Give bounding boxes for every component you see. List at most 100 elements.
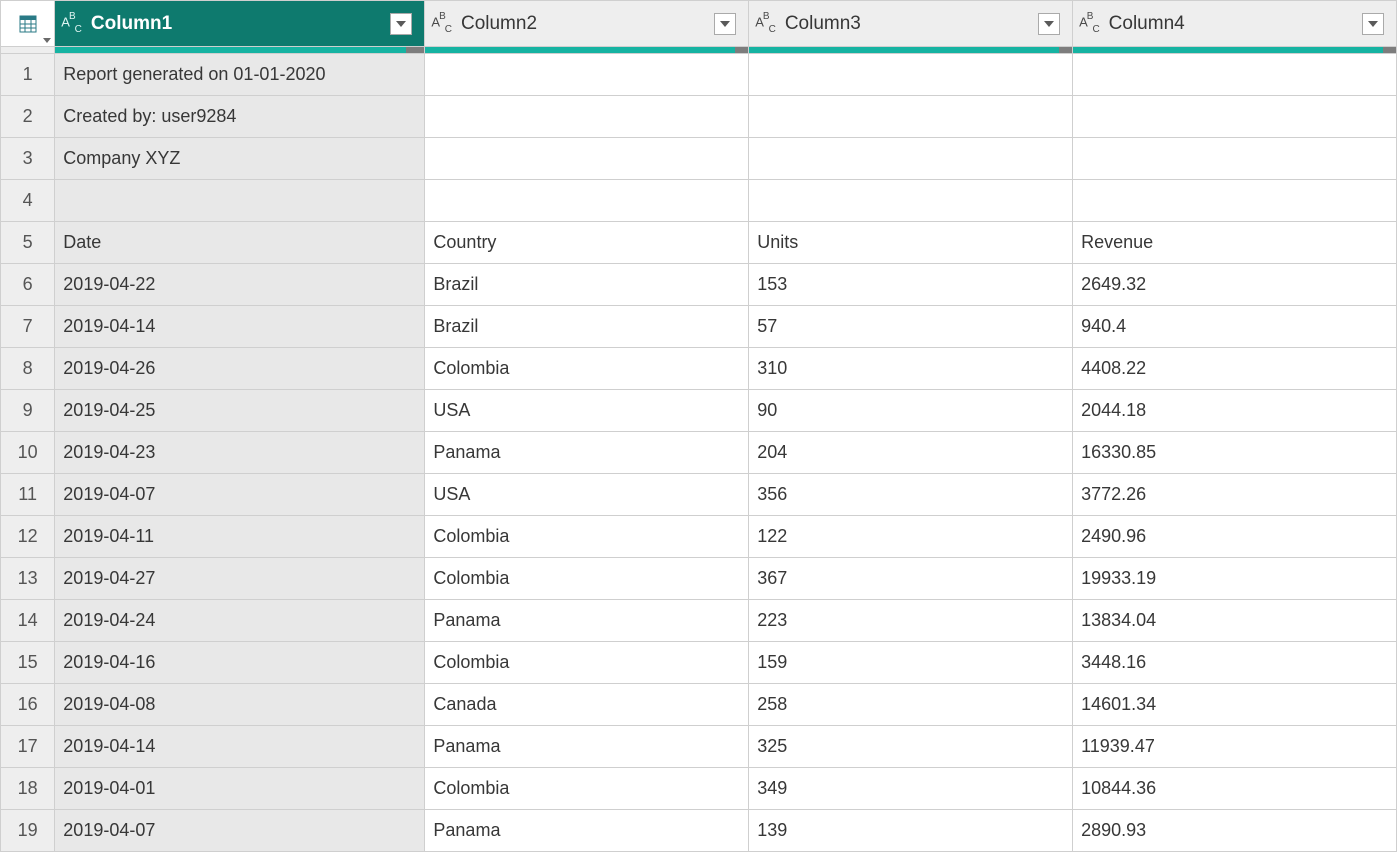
cell[interactable]: 356 <box>749 474 1073 516</box>
cell[interactable]: 2019-04-14 <box>55 726 425 768</box>
row-number[interactable]: 16 <box>1 684 55 726</box>
row-number[interactable]: 15 <box>1 642 55 684</box>
table-row[interactable]: 92019-04-25USA902044.18 <box>1 390 1397 432</box>
cell[interactable]: Revenue <box>1073 222 1397 264</box>
table-row[interactable]: 4 <box>1 180 1397 222</box>
cell[interactable]: 258 <box>749 684 1073 726</box>
cell[interactable]: 325 <box>749 726 1073 768</box>
table-row[interactable]: 102019-04-23Panama20416330.85 <box>1 432 1397 474</box>
cell[interactable]: Colombia <box>425 348 749 390</box>
cell[interactable]: Colombia <box>425 768 749 810</box>
cell[interactable] <box>749 138 1073 180</box>
cell[interactable] <box>1073 180 1397 222</box>
row-number[interactable]: 9 <box>1 390 55 432</box>
cell[interactable]: 2890.93 <box>1073 810 1397 852</box>
cell[interactable]: Canada <box>425 684 749 726</box>
row-number[interactable]: 18 <box>1 768 55 810</box>
table-row[interactable]: 192019-04-07Panama1392890.93 <box>1 810 1397 852</box>
cell[interactable]: 153 <box>749 264 1073 306</box>
table-row[interactable]: 3Company XYZ <box>1 138 1397 180</box>
cell[interactable]: Report generated on 01-01-2020 <box>55 54 425 96</box>
row-number[interactable]: 8 <box>1 348 55 390</box>
column-filter-button[interactable] <box>390 13 412 35</box>
cell[interactable]: Brazil <box>425 306 749 348</box>
cell[interactable]: Colombia <box>425 516 749 558</box>
cell[interactable]: Colombia <box>425 642 749 684</box>
cell[interactable]: Country <box>425 222 749 264</box>
cell[interactable]: 2019-04-14 <box>55 306 425 348</box>
cell[interactable] <box>1073 138 1397 180</box>
cell[interactable]: 2019-04-07 <box>55 474 425 516</box>
column-filter-button[interactable] <box>1038 13 1060 35</box>
table-row[interactable]: 152019-04-16Colombia1593448.16 <box>1 642 1397 684</box>
cell[interactable]: 2019-04-08 <box>55 684 425 726</box>
cell[interactable]: 57 <box>749 306 1073 348</box>
row-number[interactable]: 13 <box>1 558 55 600</box>
table-row[interactable]: 1Report generated on 01-01-2020 <box>1 54 1397 96</box>
row-number[interactable]: 3 <box>1 138 55 180</box>
cell[interactable]: 3448.16 <box>1073 642 1397 684</box>
cell[interactable]: 4408.22 <box>1073 348 1397 390</box>
column-header-column3[interactable]: ABC Column3 <box>749 1 1073 47</box>
cell[interactable] <box>55 180 425 222</box>
table-row[interactable]: 172019-04-14Panama32511939.47 <box>1 726 1397 768</box>
column-filter-button[interactable] <box>1362 13 1384 35</box>
table-row[interactable]: 2Created by: user9284 <box>1 96 1397 138</box>
row-number[interactable]: 17 <box>1 726 55 768</box>
cell[interactable]: 2019-04-23 <box>55 432 425 474</box>
cell[interactable] <box>1073 54 1397 96</box>
cell[interactable] <box>749 54 1073 96</box>
column-filter-button[interactable] <box>714 13 736 35</box>
cell[interactable]: 940.4 <box>1073 306 1397 348</box>
cell[interactable]: 2044.18 <box>1073 390 1397 432</box>
cell[interactable]: 2019-04-11 <box>55 516 425 558</box>
cell[interactable]: Colombia <box>425 558 749 600</box>
cell[interactable]: 2019-04-25 <box>55 390 425 432</box>
cell[interactable]: 367 <box>749 558 1073 600</box>
cell[interactable]: 11939.47 <box>1073 726 1397 768</box>
cell[interactable]: Panama <box>425 810 749 852</box>
cell[interactable]: Panama <box>425 432 749 474</box>
cell[interactable]: USA <box>425 390 749 432</box>
select-all-corner[interactable] <box>1 1 55 47</box>
cell[interactable] <box>749 96 1073 138</box>
cell[interactable]: 2019-04-07 <box>55 810 425 852</box>
cell[interactable]: 310 <box>749 348 1073 390</box>
cell[interactable]: Panama <box>425 726 749 768</box>
cell[interactable]: 2019-04-01 <box>55 768 425 810</box>
cell[interactable]: Date <box>55 222 425 264</box>
cell[interactable]: USA <box>425 474 749 516</box>
cell[interactable]: 14601.34 <box>1073 684 1397 726</box>
row-number[interactable]: 12 <box>1 516 55 558</box>
cell[interactable]: 2490.96 <box>1073 516 1397 558</box>
cell[interactable] <box>425 54 749 96</box>
row-number[interactable]: 19 <box>1 810 55 852</box>
table-row[interactable]: 162019-04-08Canada25814601.34 <box>1 684 1397 726</box>
cell[interactable]: Units <box>749 222 1073 264</box>
table-row[interactable]: 72019-04-14Brazil57940.4 <box>1 306 1397 348</box>
cell[interactable]: 19933.19 <box>1073 558 1397 600</box>
cell[interactable] <box>1073 96 1397 138</box>
cell[interactable]: 2019-04-26 <box>55 348 425 390</box>
row-number[interactable]: 6 <box>1 264 55 306</box>
table-row[interactable]: 82019-04-26Colombia3104408.22 <box>1 348 1397 390</box>
cell[interactable]: 159 <box>749 642 1073 684</box>
table-row[interactable]: 112019-04-07USA3563772.26 <box>1 474 1397 516</box>
column-header-column4[interactable]: ABC Column4 <box>1073 1 1397 47</box>
cell[interactable]: 223 <box>749 600 1073 642</box>
cell[interactable]: Panama <box>425 600 749 642</box>
cell[interactable]: 13834.04 <box>1073 600 1397 642</box>
table-row[interactable]: 132019-04-27Colombia36719933.19 <box>1 558 1397 600</box>
row-number[interactable]: 7 <box>1 306 55 348</box>
cell[interactable]: 90 <box>749 390 1073 432</box>
row-number[interactable]: 2 <box>1 96 55 138</box>
table-row[interactable]: 122019-04-11Colombia1222490.96 <box>1 516 1397 558</box>
cell[interactable] <box>425 138 749 180</box>
cell[interactable]: 2019-04-22 <box>55 264 425 306</box>
row-number[interactable]: 4 <box>1 180 55 222</box>
cell[interactable]: 3772.26 <box>1073 474 1397 516</box>
row-number[interactable]: 5 <box>1 222 55 264</box>
cell[interactable]: Company XYZ <box>55 138 425 180</box>
table-row[interactable]: 182019-04-01Colombia34910844.36 <box>1 768 1397 810</box>
row-number[interactable]: 11 <box>1 474 55 516</box>
